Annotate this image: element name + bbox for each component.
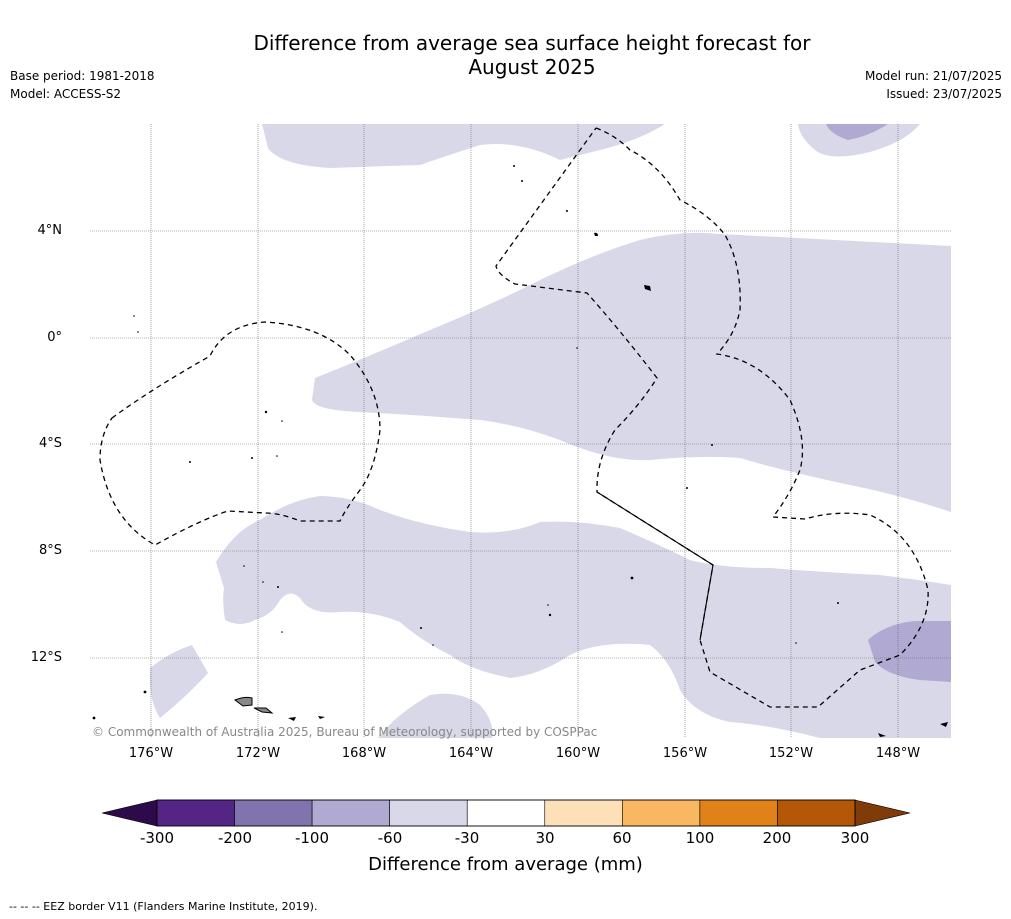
meta-left: Base period: 1981-2018 Model: ACCESS-S2 [10,67,155,103]
colorbar-segment-2 [311,799,390,827]
anomaly-region-bottom [378,693,493,738]
map-area [90,124,951,738]
cbar-tick-4: -30 [454,829,480,847]
lat-label-4n: 4°N [37,223,63,238]
cbar-tick-7: 100 [685,829,715,847]
islands [92,165,948,737]
colorbar-segment-7 [699,799,778,827]
lon-label-176w: 176°W [128,746,174,761]
colorbar-extend-low [101,799,158,827]
colorbar-segment-3 [389,799,468,827]
colorbar-segment-1 [234,799,313,827]
cbar-tick-5: 30 [535,829,555,847]
colorbar-segment-4 [466,799,546,827]
anomaly-region-darker-east [868,621,951,682]
cbar-tick-9: 300 [840,829,870,847]
lon-label-164w: 164°W [448,746,494,761]
anomaly-region-south [216,496,951,738]
title-line-2: August 2025 [468,55,596,79]
lon-label-152w: 152°W [768,746,814,761]
title-line-1: Difference from average sea surface heig… [253,31,811,55]
lon-label-156w: 156°W [662,746,708,761]
colorbar-segment-0 [156,799,235,827]
colorbar-segments [156,799,856,827]
eez-borders [99,127,929,708]
lon-label-148w: 148°W [875,746,921,761]
cbar-tick-2: -100 [294,829,330,847]
island-upolu [253,707,274,714]
anomaly-region-top [262,124,665,168]
lon-label-172w: 172°W [235,746,281,761]
colorbar-extend-high [854,799,911,827]
lat-label-12s: 12°S [30,650,62,665]
copyright-text: © Commonwealth of Australia 2025, Bureau… [92,725,598,739]
issued-text: Issued: 23/07/2025 [886,87,1002,101]
anomaly-region-top-right [798,124,920,157]
colorbar-segment-6 [622,799,701,827]
colorbar-segment-8 [777,799,856,827]
model-text: Model: ACCESS-S2 [10,87,122,101]
cbar-tick-3: -60 [377,829,403,847]
base-period-text: Base period: 1981-2018 [10,69,155,83]
cbar-tick-6: 60 [612,829,632,847]
chart-title: Difference from average sea surface heig… [0,31,1011,79]
lat-label-8s: 8°S [38,543,62,558]
meta-right: Model run: 21/07/2025 Issued: 23/07/2025 [865,67,1002,103]
anomaly-region-central [312,232,951,512]
cbar-tick-8: 200 [762,829,792,847]
lon-label-168w: 168°W [341,746,387,761]
colorbar-segment-5 [544,799,623,827]
lat-label-4s: 4°S [38,436,62,451]
lon-label-160w: 160°W [555,746,601,761]
anomaly-region-darker-top [826,124,888,140]
eez-border-kiribati-line [495,127,929,708]
colorbar [101,799,911,827]
maritime-boundary-solid [596,491,714,641]
cbar-tick-0: -300 [139,829,175,847]
gridlines [90,124,951,738]
colorbar-label: Difference from average (mm) [368,854,643,875]
model-run-text: Model run: 21/07/2025 [864,69,1002,83]
lat-label-0: 0° [47,330,62,345]
eez-border-tokelau [99,321,381,546]
cbar-tick-1: -200 [217,829,253,847]
island-savaii [233,696,253,707]
eez-footnote: -- -- -- EEZ border V11 (Flanders Marine… [9,900,318,913]
anomaly-region-southwest [149,645,208,718]
